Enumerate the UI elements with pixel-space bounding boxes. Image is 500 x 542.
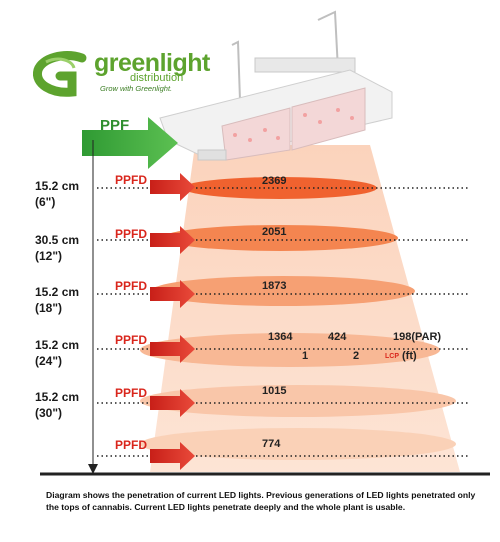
- ppfd-arrow: [150, 389, 195, 417]
- ppfd-label: PPFD: [115, 333, 148, 347]
- ppfd-value: 2051: [262, 226, 287, 238]
- greenlight-logo-icon: [33, 51, 87, 97]
- ppfd-ellipse: [183, 177, 377, 199]
- distance-ft-2: 2: [353, 350, 360, 362]
- ft-unit-label: (ft): [402, 350, 417, 362]
- distance-cm: 15.2 cm: [35, 390, 80, 404]
- ppfd-value: 2369: [262, 175, 287, 187]
- ppfd-label: PPFD: [115, 173, 148, 187]
- distance-inches: (18"): [35, 301, 63, 315]
- ppfd-value-par: 198(PAR): [393, 331, 442, 343]
- distance-inches: (12"): [35, 249, 63, 263]
- ppfd-ellipse: [140, 385, 456, 417]
- ppfd-arrow: [150, 173, 195, 201]
- ppfd-value: 1015: [262, 385, 287, 397]
- distance-inches: (30"): [35, 406, 63, 420]
- ppfd-label: PPFD: [115, 227, 148, 241]
- distance-inches: (6"): [35, 195, 56, 209]
- ppfd-label: PPFD: [115, 438, 148, 452]
- ppfd-arrow: [150, 442, 195, 470]
- ppf-label: PPF: [100, 117, 130, 134]
- distance-label: 15.2 cm (24"): [35, 337, 79, 369]
- depth-axis-arrowhead: [88, 464, 98, 474]
- ppfd-value: 1873: [262, 280, 287, 292]
- distance-cm: 15.2 cm: [35, 338, 80, 352]
- brand-tagline: Grow with Greenlight.: [100, 84, 173, 93]
- distance-label: 15.2 cm (6"): [35, 178, 79, 210]
- distance-cm: 30.5 cm: [35, 233, 80, 247]
- led-fixture-icon: [159, 10, 393, 161]
- ppfd-value: 774: [262, 438, 281, 450]
- brand-sub: distribution: [130, 72, 184, 84]
- ppfd-ellipse: [140, 333, 440, 367]
- ppfd-arrow: [150, 280, 195, 308]
- distance-label: 15.2 cm (18"): [35, 284, 79, 316]
- caption: Diagram shows the penetration of current…: [46, 490, 476, 512]
- ppfd-arrow: [150, 226, 195, 254]
- ppfd-label: PPFD: [115, 279, 148, 293]
- ppfd-ellipse: [162, 225, 398, 251]
- ppfd-ellipse: [140, 428, 456, 460]
- distance-cm: 15.2 cm: [35, 179, 80, 193]
- distance-label: 30.5 cm (12"): [35, 232, 79, 264]
- distance-inches: (24"): [35, 354, 63, 368]
- ppfd-arrow: [150, 335, 195, 363]
- ppf-arrow: [82, 117, 178, 169]
- brand-name: greenlight: [94, 49, 210, 77]
- distance-ft-1: 1: [302, 350, 309, 362]
- ppfd-label: PPFD: [115, 386, 148, 400]
- distance-label: 15.2 cm (30"): [35, 389, 79, 421]
- lcp-label: LCP: [385, 353, 399, 360]
- ppfd-value-2: 424: [328, 331, 347, 343]
- ppfd-ellipse: [151, 276, 415, 306]
- distance-cm: 15.2 cm: [35, 285, 80, 299]
- ppfd-value: 1364: [268, 331, 293, 343]
